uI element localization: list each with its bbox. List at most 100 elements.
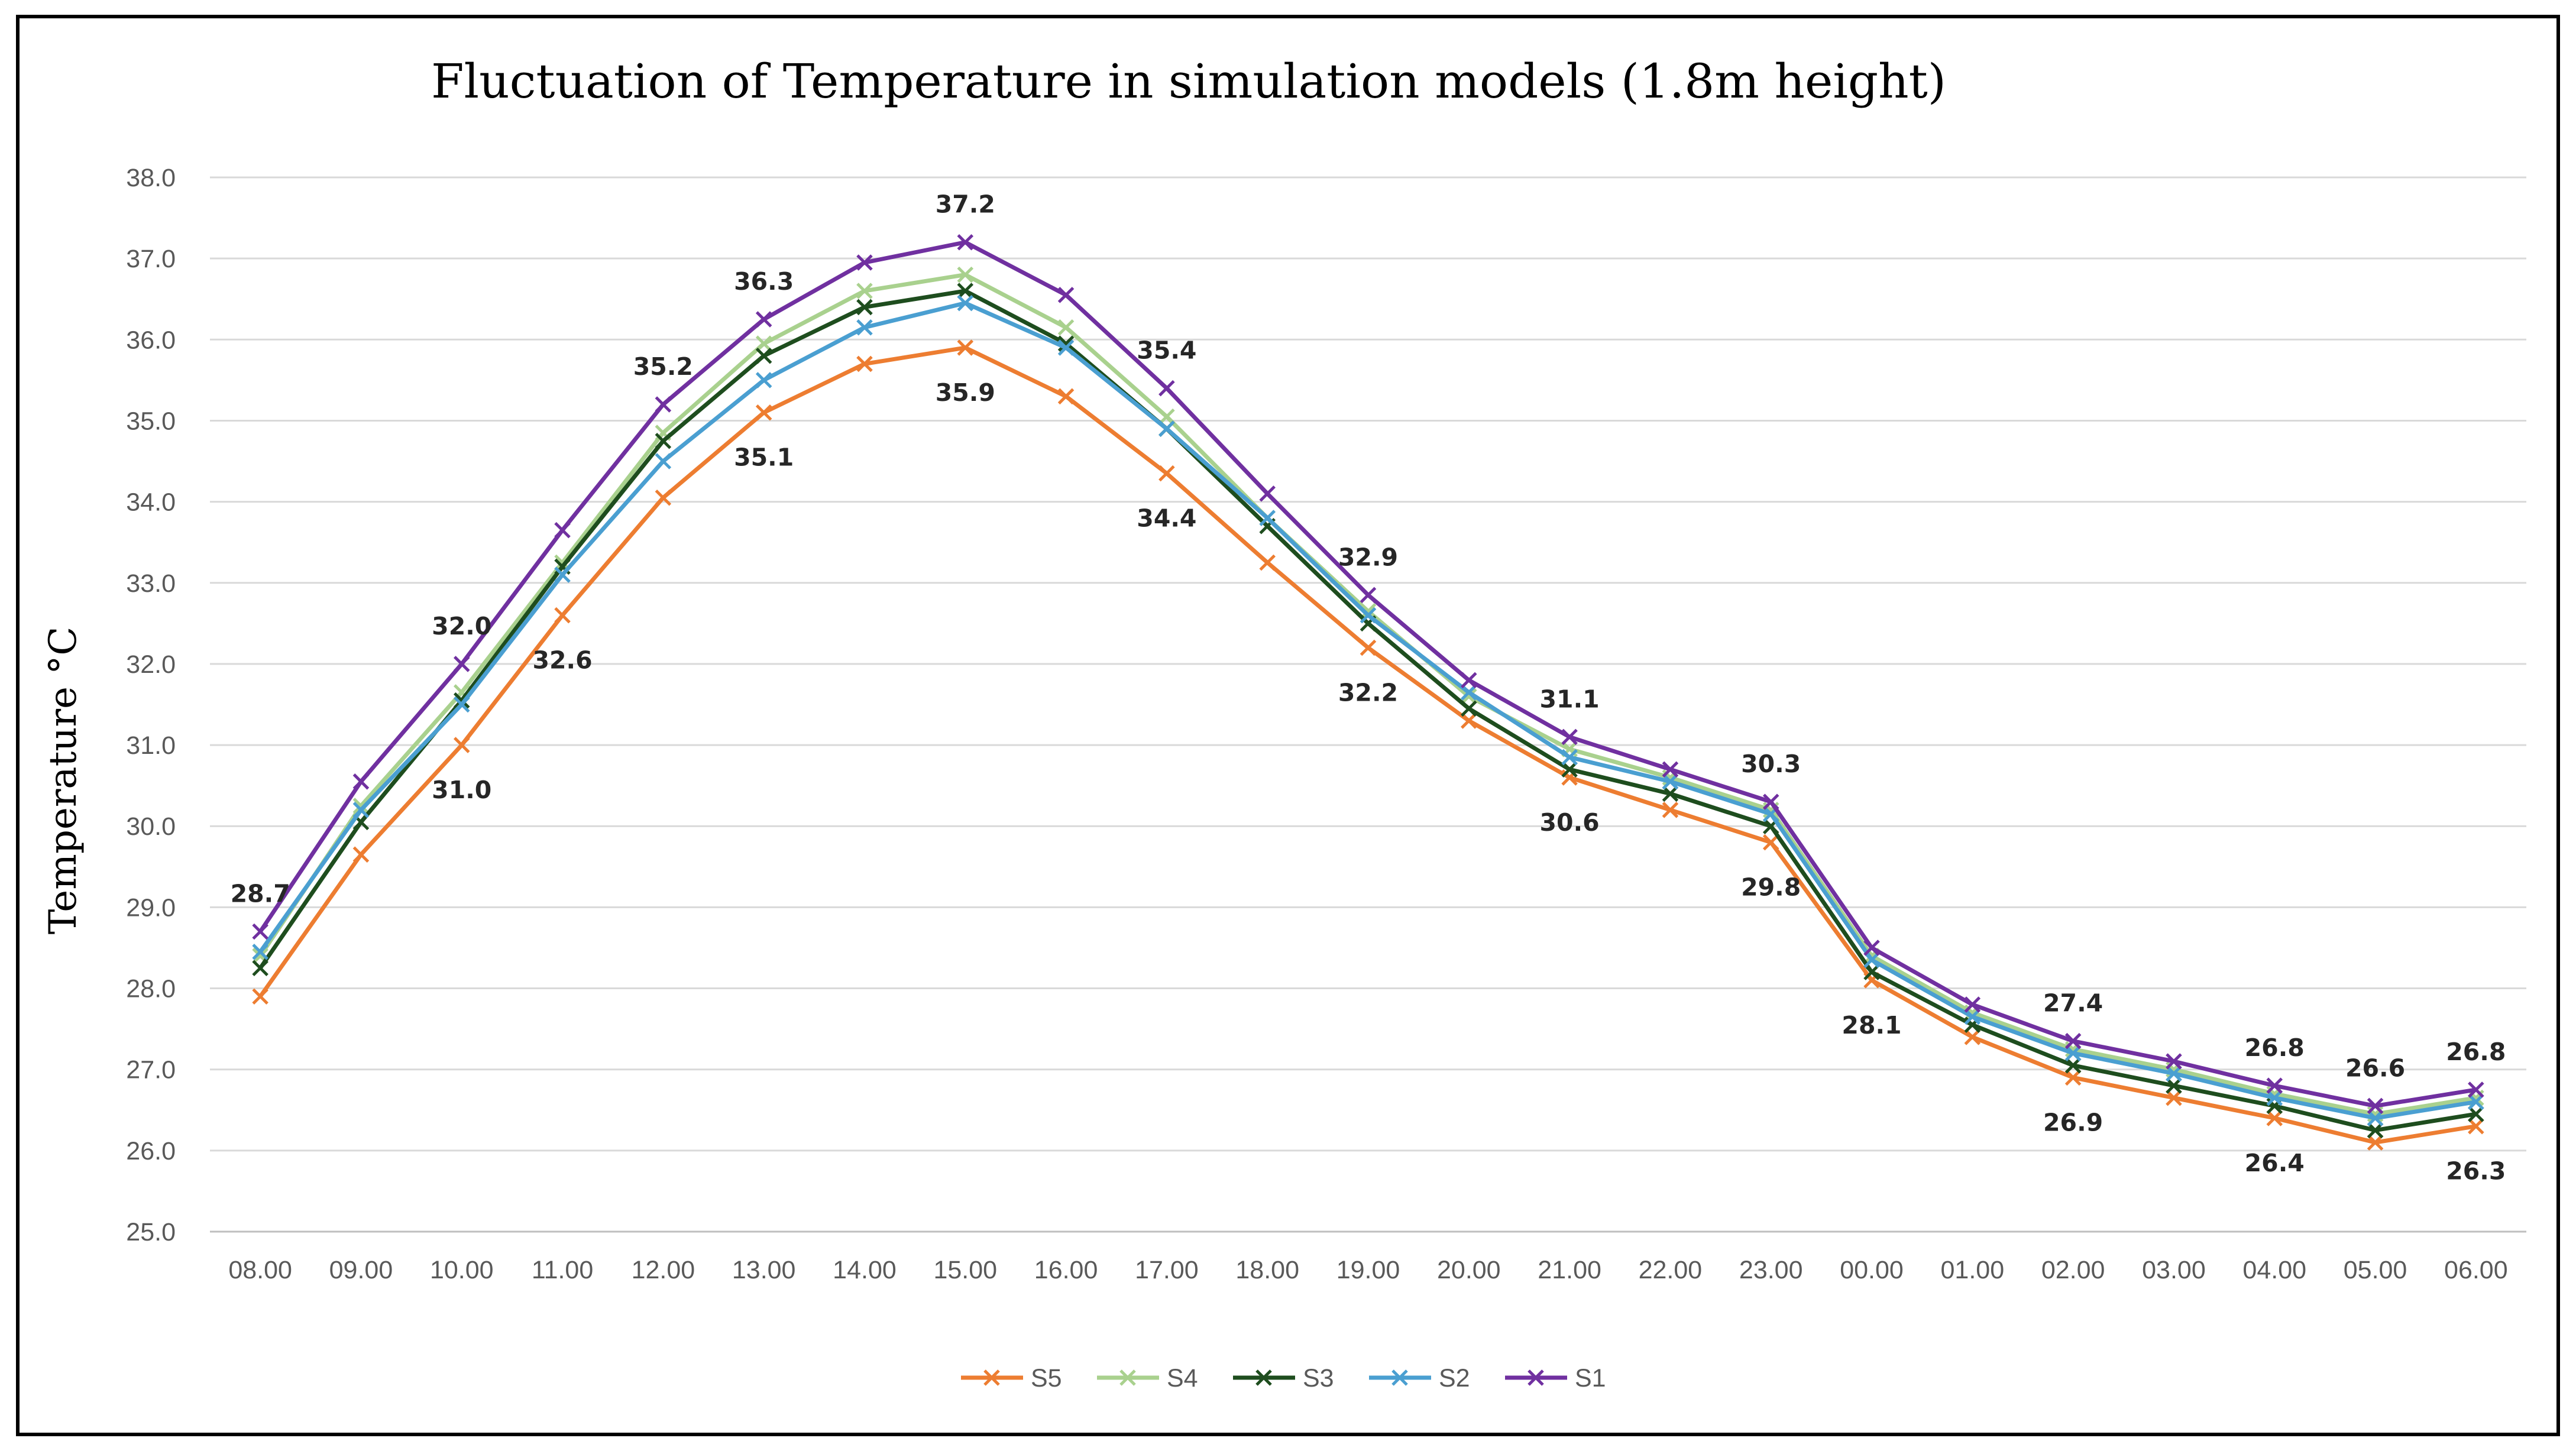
x-tick-label: 06.00 — [2444, 1256, 2508, 1284]
data-label: 30.6 — [1540, 808, 1600, 837]
data-label: 31.1 — [1540, 685, 1600, 713]
data-point — [1057, 339, 1075, 356]
y-tick-label: 36.0 — [126, 326, 176, 354]
data-point — [1158, 465, 1175, 482]
data-point — [1964, 1029, 1981, 1045]
chart-frame — [16, 15, 2560, 1436]
legend-marker — [1255, 1369, 1272, 1386]
data-label: 26.4 — [2245, 1149, 2305, 1177]
data-point — [2064, 1069, 2082, 1086]
data-point — [2367, 1122, 2384, 1139]
data-point — [2166, 1089, 2182, 1106]
data-point — [2266, 1110, 2283, 1126]
y-tick-label: 29.0 — [126, 893, 176, 922]
data-point — [1158, 420, 1175, 437]
x-tick-label: 02.00 — [2041, 1256, 2105, 1284]
data-point — [755, 347, 772, 364]
x-tick-label: 11.00 — [532, 1256, 593, 1284]
x-tick-label: 13.00 — [732, 1256, 796, 1284]
y-tick-label: 28.0 — [126, 975, 176, 1003]
data-point — [1762, 793, 1779, 810]
data-point — [1662, 773, 1679, 790]
data-point — [856, 299, 873, 316]
legend-label: S4 — [1167, 1364, 1198, 1392]
data-point — [1461, 688, 1477, 705]
data-point — [655, 453, 672, 469]
data-point — [453, 656, 470, 672]
data-point — [1360, 587, 1377, 604]
y-tick-label: 38.0 — [126, 164, 176, 192]
data-point — [1461, 712, 1477, 729]
x-tick-label: 03.00 — [2142, 1256, 2206, 1284]
data-point — [2367, 1097, 2384, 1115]
y-tick-label: 25.0 — [126, 1218, 176, 1246]
legend-item-s5: S5 — [961, 1364, 1062, 1392]
data-point — [1561, 749, 1578, 766]
data-labels: 28.7 32.0 31.0 32.6 35.2 36.3 35.1 37.2 35.9 35.4… — [231, 190, 2506, 1186]
data-point — [1057, 335, 1075, 352]
x-tick-label: 10.00 — [430, 1256, 494, 1284]
data-point — [453, 737, 470, 753]
data-point — [957, 294, 974, 312]
series-s2 — [252, 294, 2484, 1126]
data-point — [252, 988, 268, 1005]
data-point — [1863, 940, 1880, 956]
data-point — [252, 944, 268, 960]
x-tick-label: 09.00 — [329, 1256, 393, 1284]
legend-item-s2: S2 — [1369, 1364, 1470, 1392]
data-point — [1561, 761, 1578, 778]
data-point — [2367, 1110, 2384, 1126]
data-label: 27.4 — [2043, 989, 2103, 1018]
data-point — [655, 432, 672, 449]
x-tick-label: 23.00 — [1739, 1256, 1803, 1284]
data-label: 30.3 — [1741, 750, 1801, 778]
data-label: 36.3 — [734, 267, 794, 296]
x-tick-label: 16.00 — [1034, 1256, 1098, 1284]
x-tick-label: 05.00 — [2344, 1256, 2407, 1284]
data-point — [1662, 785, 1679, 802]
data-label: 26.8 — [2245, 1034, 2305, 1062]
data-label: 35.1 — [734, 443, 794, 472]
data-label: 35.4 — [1137, 336, 1196, 365]
x-tick-labels: 08.00 09.00 10.00 11.00 12.00 13.00 14.00 15.00… — [228, 1256, 2507, 1284]
data-point — [856, 319, 873, 336]
data-point — [1461, 684, 1477, 701]
data-label: 35.2 — [633, 352, 693, 381]
data-label: 28.7 — [231, 880, 290, 908]
x-tick-label: 14.00 — [833, 1256, 897, 1284]
data-label: 34.4 — [1137, 504, 1196, 533]
legend-marker — [1528, 1369, 1544, 1386]
data-point — [1158, 380, 1175, 397]
legend-item-s1: S1 — [1505, 1364, 1606, 1392]
data-point — [1057, 388, 1075, 405]
data-point — [755, 335, 772, 352]
data-label: 32.2 — [1338, 678, 1398, 707]
x-tick-label: 01.00 — [1941, 1256, 2005, 1284]
y-tick-label: 30.0 — [126, 812, 176, 841]
x-tick-label: 19.00 — [1336, 1256, 1400, 1284]
data-point — [1461, 700, 1477, 717]
data-point — [1762, 834, 1779, 851]
y-tick-label: 27.0 — [126, 1056, 176, 1084]
data-point — [957, 266, 974, 283]
data-point — [957, 339, 974, 356]
data-point — [655, 396, 672, 413]
data-point — [2468, 1081, 2484, 1098]
data-point — [352, 846, 370, 863]
data-label: 32.0 — [432, 612, 491, 640]
data-point — [252, 960, 268, 977]
data-point — [2064, 1032, 2082, 1050]
data-point — [252, 923, 268, 940]
x-tick-label: 12.00 — [632, 1256, 695, 1284]
legend-label: S2 — [1439, 1364, 1470, 1392]
data-point — [1259, 485, 1276, 502]
data-label: 26.3 — [2446, 1157, 2506, 1186]
legend-label: S1 — [1575, 1364, 1606, 1392]
legend: S5 S4 S3 S2 S1 — [961, 1364, 1606, 1392]
series-s1 — [252, 234, 2484, 1115]
data-point — [554, 566, 571, 583]
y-tick-label: 32.0 — [126, 650, 176, 679]
data-point — [755, 372, 772, 388]
data-label: 37.2 — [936, 190, 995, 219]
